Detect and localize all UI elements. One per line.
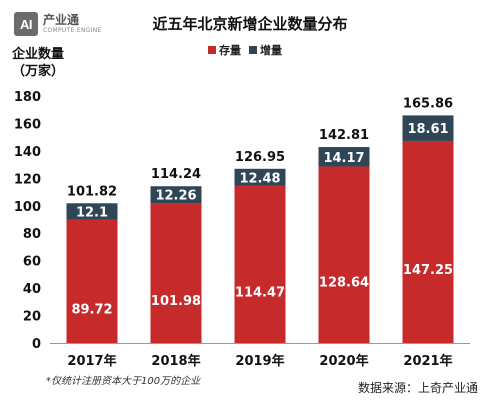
data-label-total: 126.95 [235, 150, 285, 165]
data-label-stock: 128.64 [319, 276, 369, 291]
bar-increment [318, 147, 370, 167]
bar-increment [402, 115, 454, 141]
data-label-increment: 12.1 [76, 206, 108, 221]
bar-stock [318, 166, 370, 343]
data-label-increment: 18.61 [407, 122, 448, 137]
bar-increment [150, 186, 202, 204]
y-tick-label: 80 [23, 227, 41, 242]
legend-item-increment: 增量 [249, 42, 282, 58]
data-source: 数据来源：上奇产业通 [357, 381, 478, 395]
data-label-increment: 12.26 [155, 189, 196, 204]
y-tick-label: 120 [14, 172, 41, 187]
data-label-total: 114.24 [151, 167, 201, 182]
data-label-increment: 14.17 [323, 151, 364, 166]
data-label-stock: 101.98 [151, 294, 201, 309]
y-tick-label: 40 [23, 282, 41, 297]
legend-swatch-stock [208, 46, 216, 54]
legend-item-stock: 存量 [208, 42, 241, 58]
bar-stock [150, 203, 202, 343]
y-tick-label: 0 [32, 337, 41, 352]
x-tick-label: 2017年 [67, 353, 116, 369]
logo-icon: AI [14, 12, 38, 36]
bar-stock [234, 185, 286, 343]
bar-stock [402, 140, 454, 343]
data-label-stock: 147.25 [403, 263, 453, 278]
legend-swatch-increment [249, 46, 257, 54]
logo-subtitle: COMPUTE ENGINE [43, 27, 102, 34]
x-tick-label: 2020年 [319, 353, 368, 369]
brand-logo: AI 产业通 COMPUTE ENGINE [14, 12, 102, 36]
data-label-increment: 12.48 [239, 171, 280, 186]
x-tick-label: 2021年 [403, 353, 452, 369]
y-axis-label-line-1: 企业数量 [11, 47, 64, 62]
y-tick-label: 60 [23, 255, 41, 270]
bar-increment [234, 168, 286, 186]
data-label-total: 101.82 [67, 184, 117, 199]
y-tick-label: 20 [23, 310, 41, 325]
y-tick-label: 180 [14, 90, 41, 105]
chart-title: 近五年北京新增企业数量分布 [152, 15, 348, 33]
legend-label-increment: 增量 [260, 44, 282, 57]
data-label-total: 142.81 [319, 128, 369, 143]
bar-stock [66, 219, 118, 343]
data-label-stock: 89.72 [71, 302, 112, 317]
data-label-total: 165.86 [403, 96, 453, 111]
chart-legend: 存量 增量 [208, 42, 290, 58]
bar-increment [66, 203, 118, 220]
legend-label-stock: 存量 [219, 44, 241, 57]
y-axis-label-line-2: （万家） [11, 64, 64, 79]
logo-name: 产业通 [43, 13, 80, 27]
footnote: *仅统计注册资本大于100万的企业 [46, 376, 201, 387]
y-tick-label: 140 [14, 145, 41, 160]
x-tick-label: 2018年 [151, 353, 200, 369]
x-tick-label: 2019年 [235, 353, 284, 369]
y-axis-label: 企业数量 （万家） [6, 46, 70, 80]
data-label-stock: 114.47 [235, 285, 285, 300]
y-tick-label: 100 [14, 200, 41, 215]
y-tick-label: 160 [14, 117, 41, 132]
